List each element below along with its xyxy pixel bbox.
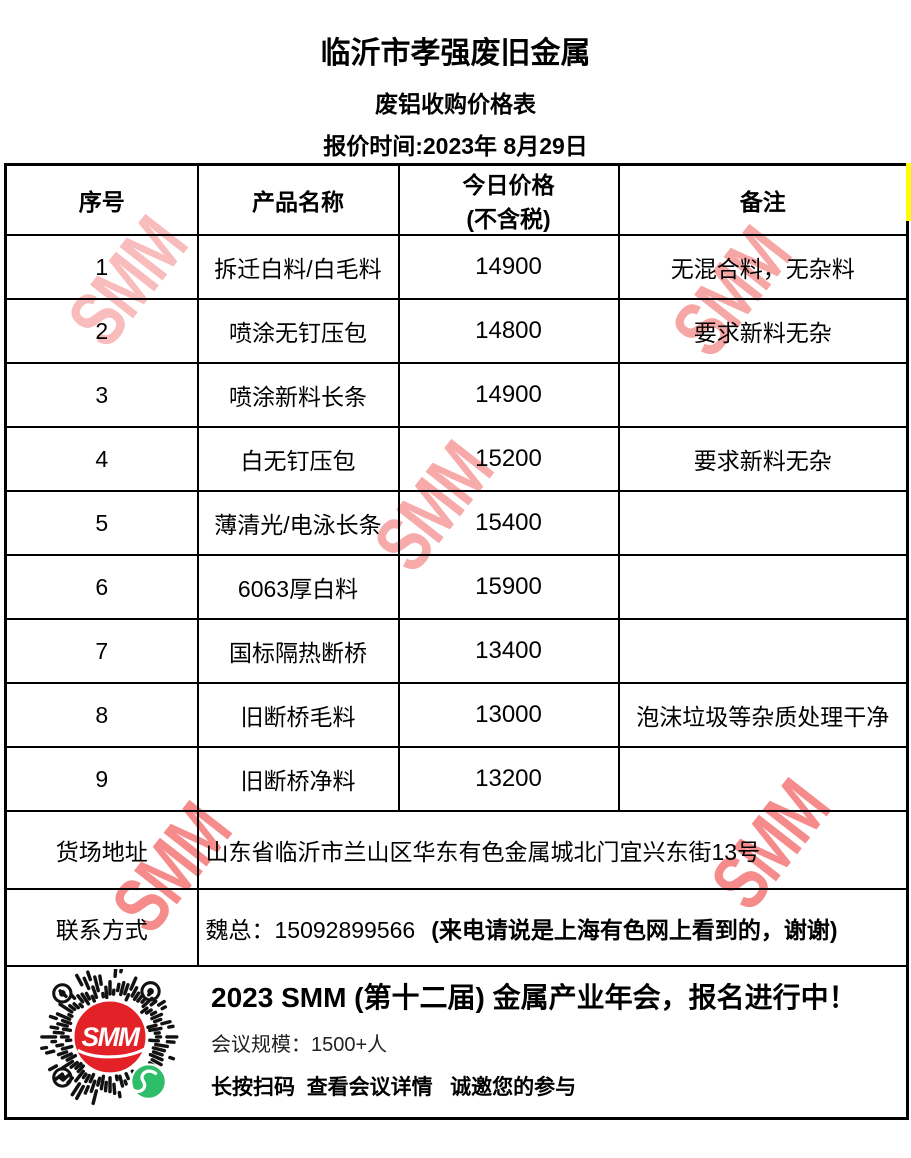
- quote-date: 报价时间:2023年 8月29日: [323, 133, 588, 159]
- conference-scale-line: 会议规模：1500+人: [211, 1028, 857, 1057]
- cell-price: 14900: [397, 234, 620, 300]
- cell-product: 喷涂新料长条: [196, 362, 400, 428]
- cell-note: [617, 362, 909, 428]
- qr-eye-bottom-left: [52, 1067, 73, 1088]
- header-note: 备注: [617, 163, 909, 236]
- cell-note: [617, 746, 909, 812]
- table-row: 8 旧断桥毛料 13000 泡沫垃圾等杂质处理干净: [4, 682, 909, 748]
- cell-price: 15900: [397, 554, 620, 620]
- cell-seq: 7: [4, 618, 199, 684]
- cell-seq: 4: [4, 426, 199, 492]
- table-row: 9 旧断桥净料 13200: [4, 746, 909, 812]
- cell-product: 6063厚白料: [196, 554, 400, 620]
- cell-product: 白无钉压包: [196, 426, 400, 492]
- cell-note: [617, 618, 909, 684]
- price-sheet-subtitle: 废铝收购价格表: [375, 91, 536, 117]
- company-title: 临沂市孝强废旧金属: [320, 37, 591, 70]
- cell-product: 拆迁白料/白毛料: [196, 234, 400, 300]
- conference-headline: 2023 SMM (第十二届) 金属产业年会，报名进行中！: [211, 981, 857, 1013]
- address-row: 货场地址 山东省临沂市兰山区华东有色金属城北门宜兴东街13号: [4, 810, 909, 890]
- cell-seq: 3: [4, 362, 199, 428]
- scale-value: 1500+人: [311, 1033, 388, 1056]
- svg-text:SMM: SMM: [82, 1022, 141, 1052]
- table-row: 4 白无钉压包 15200 要求新料无杂: [4, 426, 909, 492]
- header-price-line2: (不含税): [466, 206, 551, 232]
- address-value: 山东省临沂市兰山区华东有色金属城北门宜兴东街13号: [196, 810, 909, 890]
- cell-price: 15400: [397, 490, 620, 556]
- contact-label: 联系方式: [4, 888, 199, 967]
- contact-note: (来电请说是上海有色网上看到的，谢谢): [431, 916, 838, 943]
- cell-note: 要求新料无杂: [617, 298, 909, 364]
- wechat-miniprogram-icon: [130, 1063, 167, 1100]
- table-row: 6 6063厚白料 15900: [4, 554, 909, 620]
- yellow-highlight-stripe: [906, 163, 911, 221]
- cell-seq: 9: [4, 746, 199, 812]
- header-price: 今日价格 (不含税): [397, 163, 620, 236]
- wechat-miniprogram-qr-code: SMM: [37, 968, 183, 1115]
- cell-note: 泡沫垃圾等杂质处理干净: [617, 682, 909, 748]
- cell-seq: 8: [4, 682, 199, 748]
- cell-price: 13000: [397, 682, 620, 748]
- footer-banner-row: SMM 2023 SMM (第十二届) 金属产业年会，报名进行中！ 会议规模：1…: [4, 965, 909, 1119]
- header-product: 产品名称: [196, 163, 400, 236]
- cell-price: 14900: [397, 362, 620, 428]
- cell-product: 喷涂无钉压包: [196, 298, 400, 364]
- table-header-row: 序号 产品名称 今日价格 (不含税) 备注: [4, 163, 909, 236]
- qr-eye-top-left: [52, 982, 73, 1004]
- cell-price: 14800: [397, 298, 620, 364]
- table-row: 1 拆迁白料/白毛料 14900 无混合料，无杂料: [4, 234, 909, 300]
- cell-note: 无混合料，无杂料: [617, 234, 909, 300]
- cell-product: 国标隔热断桥: [196, 618, 400, 684]
- scan-cta: 长按扫码 查看会议详情 诚邀您的参与: [211, 1075, 577, 1099]
- cell-note: [617, 490, 909, 556]
- cell-note: [617, 554, 909, 620]
- contact-row: 联系方式 魏总：15092899566 (来电请说是上海有色网上看到的，谢谢): [4, 888, 909, 967]
- cell-note: 要求新料无杂: [617, 426, 909, 492]
- cell-price: 13400: [397, 618, 620, 684]
- qr-eye-top-right: [140, 980, 161, 1002]
- contact-phone: 魏总：15092899566: [205, 916, 416, 943]
- cell-product: 旧断桥毛料: [196, 682, 400, 748]
- cell-seq: 6: [4, 554, 199, 620]
- footer-banner: SMM 2023 SMM (第十二届) 金属产业年会，报名进行中！ 会议规模：1…: [4, 965, 909, 1119]
- table-row: 3 喷涂新料长条 14900: [4, 362, 909, 428]
- address-label: 货场地址: [4, 810, 199, 890]
- cell-seq: 5: [4, 490, 199, 556]
- cell-product: 旧断桥净料: [196, 746, 400, 812]
- table-row: 5 薄清光/电泳长条 15400: [4, 490, 909, 556]
- cell-seq: 1: [4, 234, 199, 300]
- scale-label: 会议规模：: [211, 1033, 311, 1056]
- cell-price: 15200: [397, 426, 620, 492]
- price-table: 序号 产品名称 今日价格 (不含税) 备注 1 拆迁白料/白毛料 14900 无…: [4, 163, 909, 1120]
- cell-seq: 2: [4, 298, 199, 364]
- qr-code-svg: SMM: [40, 968, 179, 1105]
- smm-logo: SMM: [72, 999, 148, 1075]
- cell-product: 薄清光/电泳长条: [196, 490, 400, 556]
- table-row: 7 国标隔热断桥 13400: [4, 618, 909, 684]
- table-row: 2 喷涂无钉压包 14800 要求新料无杂: [4, 298, 909, 364]
- contact-cell: 魏总：15092899566 (来电请说是上海有色网上看到的，谢谢): [196, 888, 909, 967]
- header-price-line1: 今日价格: [462, 172, 555, 198]
- header-seq: 序号: [4, 163, 199, 236]
- cell-price: 13200: [397, 746, 620, 812]
